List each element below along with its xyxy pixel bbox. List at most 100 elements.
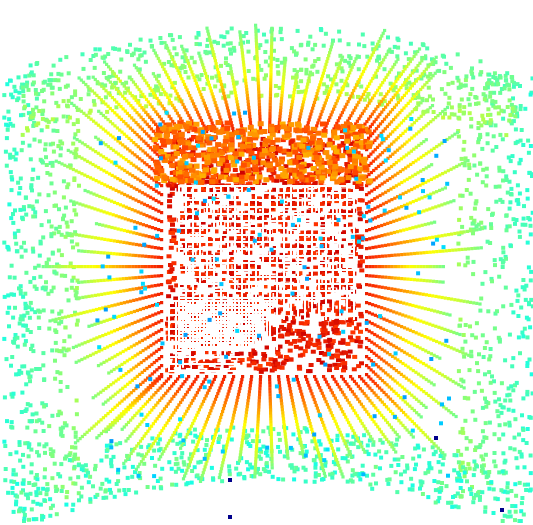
shell-point [460,426,465,431]
ray-point [224,100,228,104]
shell-point [21,333,26,338]
ray-point [413,317,417,321]
ray-point [121,277,125,281]
shell-point [362,433,367,438]
ray-point [378,63,383,67]
ray-point [94,394,98,398]
shell-point [439,87,444,92]
shell-point [275,58,280,62]
shell-point [187,456,192,461]
ray-point [322,104,326,108]
ray-point [340,472,344,476]
shell-point [75,242,80,247]
ray-point [134,98,138,102]
ray-point [350,426,354,430]
ray-point [138,340,142,344]
shell-point [37,109,42,113]
shell-point [216,440,221,444]
ray-point [279,105,283,109]
shell-point [58,139,63,144]
shell-point [467,487,472,492]
shell-point [503,358,508,363]
ray-point [140,437,144,441]
ray-point [407,430,411,434]
ray-point [384,371,388,375]
ray-point [209,118,213,122]
ray-point [144,275,148,279]
ray-point [374,157,378,161]
shell-point [125,475,130,480]
shell-point [505,490,510,495]
ray-point [368,386,372,390]
ray-point [245,90,249,94]
ray-point [358,98,362,102]
ray-point [397,182,401,186]
shell-point [204,443,209,447]
ray-point [104,332,108,336]
ray-point [198,385,203,389]
ray-point [106,385,110,389]
shell-point [486,481,491,485]
shell-point [441,115,446,120]
ray-point [329,388,333,392]
ray-point [129,391,133,395]
shell-point [67,453,72,457]
shell-point [18,207,23,212]
ray-point [292,90,296,95]
ray-point [299,440,303,444]
ray-point [81,295,85,299]
ray-point [123,97,127,101]
ray-point [81,80,86,84]
shell-point [496,414,501,419]
shell-point [442,70,447,75]
ray-point [96,151,100,155]
ray-point [195,110,200,114]
ray-point [147,174,151,178]
ray-point [430,60,434,64]
ray-point [173,408,178,412]
shell-point [192,465,197,470]
shell-point [227,464,232,469]
ray-point [413,265,417,269]
ray-point [166,441,170,445]
ray-point [422,56,426,60]
ray-point [360,377,364,381]
shell-point [16,75,21,80]
ray-point [122,84,126,88]
ray-point [213,101,217,105]
shell-point [29,347,33,351]
shell-point [444,61,449,66]
ray-point [414,397,419,401]
shell-point [204,51,209,56]
ray-point [459,230,463,234]
ray-point [406,252,410,256]
ray-point [103,183,107,187]
ray-point [374,422,378,426]
shell-point [474,445,479,450]
ray-point [97,109,101,113]
shell-point [340,69,345,74]
shell-point [345,479,350,484]
ray-point [379,367,383,371]
ray-point [132,141,136,145]
ray-point [367,209,371,213]
shell-point [56,230,61,235]
ray-point [133,108,137,112]
ray-point [103,292,107,296]
ray-point [298,115,302,119]
ray-point [171,433,175,437]
shell-point [27,315,32,320]
shell-point [396,45,401,50]
shell-point [33,265,38,270]
ray-point [127,101,131,105]
ray-point [324,98,328,102]
ray-point [295,375,299,379]
shell-point [495,309,499,314]
ray-point [270,454,274,458]
ray-point [239,121,243,125]
ray-point [268,111,272,115]
ray-point [117,90,121,94]
ray-point [90,89,94,93]
shell-point [63,273,68,278]
ray-point [468,229,473,233]
